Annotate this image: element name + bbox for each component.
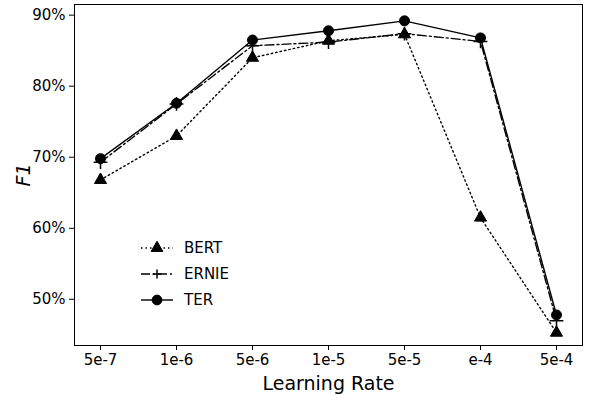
html-text:BERT: BERT [184, 239, 223, 257]
svg-text:80%: 80% [32, 77, 65, 95]
svg-text:1e-6: 1e-6 [160, 351, 194, 369]
svg-text:5e-7: 5e-7 [84, 351, 118, 369]
svg-text:5e-6: 5e-6 [236, 351, 270, 369]
svg-text:50%: 50% [32, 290, 65, 308]
svg-text:60%: 60% [32, 219, 65, 237]
svg-text:70%: 70% [32, 148, 65, 166]
html-text:TER: TER [184, 291, 214, 309]
svg-text:F1: F1 [12, 163, 34, 186]
svg-text:1e-5: 1e-5 [312, 351, 346, 369]
svg-text:90%: 90% [32, 6, 65, 24]
svg-text:5e-5: 5e-5 [388, 351, 422, 369]
svg-text:e-4: e-4 [468, 351, 492, 369]
svg-text:Learning Rate: Learning Rate [262, 372, 394, 394]
html-text:ERNIE: ERNIE [184, 265, 229, 283]
svg-text:5e-4: 5e-4 [540, 351, 574, 369]
